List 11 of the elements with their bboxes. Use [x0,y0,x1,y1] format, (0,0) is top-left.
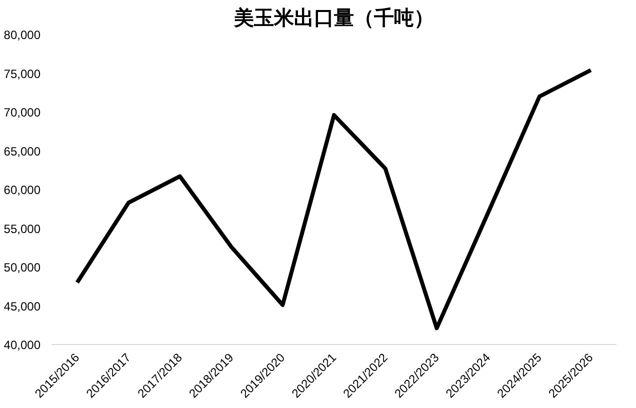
y-tick-label: 65,000 [4,144,41,158]
line-series [75,68,593,330]
y-tick-label: 60,000 [4,183,41,197]
y-tick-label: 55,000 [4,222,41,236]
y-tick-label: 70,000 [4,106,41,120]
y-tick-label: 75,000 [4,66,41,81]
y-tick-label: 50,000 [4,260,41,274]
y-tick-label: 80,000 [4,28,41,42]
y-tick-label: 45,000 [4,299,41,314]
chart-title: 美玉米出口量（千吨） [233,6,434,30]
y-tick-label: 40,000 [4,338,41,352]
